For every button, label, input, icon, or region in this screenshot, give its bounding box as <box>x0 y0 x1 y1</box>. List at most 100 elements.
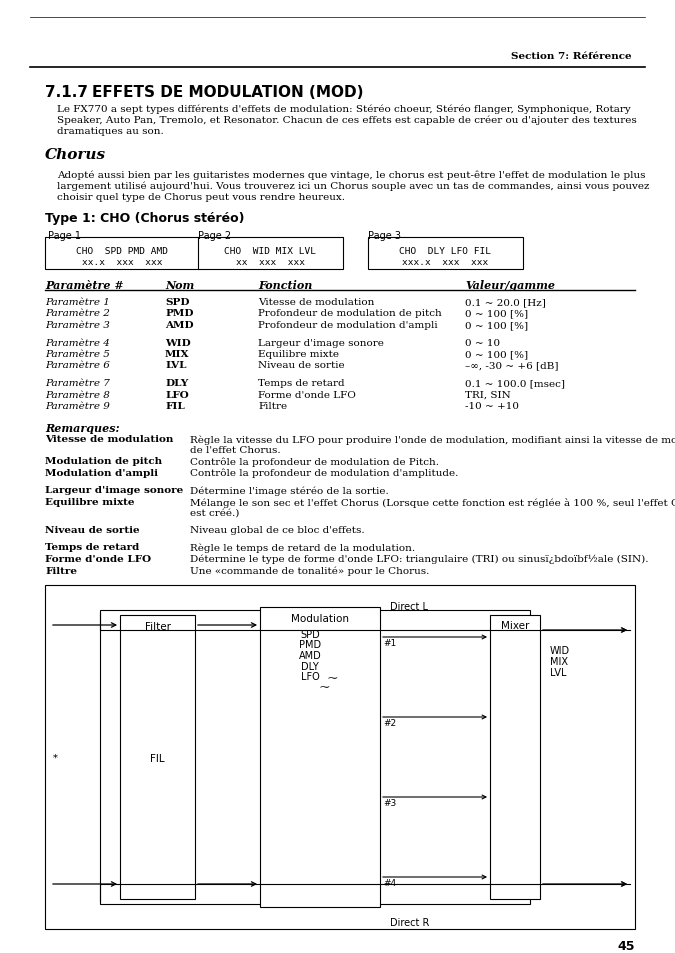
Text: Vitesse de modulation: Vitesse de modulation <box>258 297 375 307</box>
Text: #4: #4 <box>383 878 396 887</box>
Text: Paramètre 4: Paramètre 4 <box>45 338 110 347</box>
Text: Niveau global de ce bloc d'effets.: Niveau global de ce bloc d'effets. <box>190 525 364 535</box>
Text: CHO  DLY LFO FIL: CHO DLY LFO FIL <box>399 247 491 255</box>
Text: Direct R: Direct R <box>390 917 429 927</box>
Text: Page 3: Page 3 <box>368 231 401 241</box>
Text: Détermine l'image stéréo de la sortie.: Détermine l'image stéréo de la sortie. <box>190 486 389 496</box>
Text: Contrôle la profondeur de modulation d'amplitude.: Contrôle la profondeur de modulation d'a… <box>190 469 458 478</box>
Bar <box>260 607 380 907</box>
Text: 0 ~ 10: 0 ~ 10 <box>465 338 500 347</box>
Text: Temps de retard: Temps de retard <box>45 543 139 552</box>
Text: LFO: LFO <box>300 671 319 681</box>
Text: Type 1: CHO (Chorus stéréo): Type 1: CHO (Chorus stéréo) <box>45 212 244 225</box>
Text: Niveau de sortie: Niveau de sortie <box>258 361 345 370</box>
Text: MIX: MIX <box>165 350 190 358</box>
Text: Direct L: Direct L <box>390 601 428 612</box>
Text: choisir quel type de Chorus peut vous rendre heureux.: choisir quel type de Chorus peut vous re… <box>57 193 345 202</box>
Text: Règle la vitesse du LFO pour produire l'onde de modulation, modifiant ainsi la v: Règle la vitesse du LFO pour produire l'… <box>190 435 675 444</box>
Bar <box>490 616 540 899</box>
Text: AMD: AMD <box>298 650 321 660</box>
Text: Remarques:: Remarques: <box>45 423 119 434</box>
Text: est créé.): est créé.) <box>190 508 240 517</box>
Text: Adopté aussi bien par les guitaristes modernes que vintage, le chorus est peut-ê: Adopté aussi bien par les guitaristes mo… <box>57 170 645 179</box>
Text: de l'effet Chorus.: de l'effet Chorus. <box>190 446 281 455</box>
Text: FIL: FIL <box>150 753 165 763</box>
Text: LVL: LVL <box>165 361 186 370</box>
Text: largement utilisé aujourd'hui. Vous trouverez ici un Chorus souple avec un tas d: largement utilisé aujourd'hui. Vous trou… <box>57 181 649 191</box>
Text: FIL: FIL <box>165 401 185 411</box>
Bar <box>45 585 635 929</box>
Text: Niveau de sortie: Niveau de sortie <box>45 525 140 535</box>
Text: Filtre: Filtre <box>45 566 77 575</box>
Text: EFFETS DE MODULATION (MOD): EFFETS DE MODULATION (MOD) <box>92 85 364 100</box>
Text: Page 2: Page 2 <box>198 231 231 241</box>
Text: Paramètre 1: Paramètre 1 <box>45 297 110 307</box>
Text: Le FX770 a sept types différents d'effets de modulation: Stéréo choeur, Stéréo f: Le FX770 a sept types différents d'effet… <box>57 104 630 113</box>
Text: Page 1: Page 1 <box>48 231 81 241</box>
Text: PMD: PMD <box>299 639 321 650</box>
Text: DLY: DLY <box>301 660 319 671</box>
Text: Chorus: Chorus <box>45 148 106 162</box>
Text: 0.1 ~ 20.0 [Hz]: 0.1 ~ 20.0 [Hz] <box>465 297 546 307</box>
Text: xx  xxx  xxx: xx xxx xxx <box>236 257 304 267</box>
Text: Fonction: Fonction <box>258 280 313 291</box>
Bar <box>45 237 200 270</box>
Text: –∞, -30 ~ +6 [dB]: –∞, -30 ~ +6 [dB] <box>465 361 558 370</box>
Text: ~: ~ <box>318 680 330 695</box>
Text: Filter: Filter <box>144 621 171 631</box>
Text: 0 ~ 100 [%]: 0 ~ 100 [%] <box>465 350 528 358</box>
Text: xxx.x  xxx  xxx: xxx.x xxx xxx <box>402 257 488 267</box>
Text: SPD: SPD <box>300 629 320 639</box>
Text: xx.x  xxx  xxx: xx.x xxx xxx <box>82 257 162 267</box>
Text: Profondeur de modulation d'ampli: Profondeur de modulation d'ampli <box>258 320 437 330</box>
Text: 0 ~ 100 [%]: 0 ~ 100 [%] <box>465 309 528 318</box>
Text: Largeur d'image sonore: Largeur d'image sonore <box>258 338 384 347</box>
Text: SPD: SPD <box>165 297 190 307</box>
Text: Nom: Nom <box>165 280 194 291</box>
Text: Détermine le type de forme d'onde LFO: triangulaire (TRI) ou sinusï¿bdoïbf½ale (: Détermine le type de forme d'onde LFO: t… <box>190 555 649 564</box>
Text: Paramètre #: Paramètre # <box>45 280 124 291</box>
Text: MIX: MIX <box>550 657 568 666</box>
Bar <box>198 237 343 270</box>
Text: Profondeur de modulation de pitch: Profondeur de modulation de pitch <box>258 309 441 318</box>
Text: Section 7: Référence: Section 7: Référence <box>512 52 632 61</box>
Text: #2: #2 <box>383 719 396 727</box>
Text: Forme d'onde LFO: Forme d'onde LFO <box>258 390 356 399</box>
Text: Paramètre 5: Paramètre 5 <box>45 350 110 358</box>
Text: LFO: LFO <box>165 390 189 399</box>
Text: #3: #3 <box>383 799 396 807</box>
Text: ~: ~ <box>326 671 338 685</box>
Text: Speaker, Auto Pan, Tremolo, et Resonator. Chacun de ces effets est capable de cr: Speaker, Auto Pan, Tremolo, et Resonator… <box>57 115 637 125</box>
Text: 7.1.7: 7.1.7 <box>45 85 88 100</box>
Text: LVL: LVL <box>550 667 566 678</box>
Text: 45: 45 <box>618 939 635 952</box>
Text: Paramètre 7: Paramètre 7 <box>45 378 110 388</box>
Bar <box>100 610 530 904</box>
Text: -10 ~ +10: -10 ~ +10 <box>465 401 519 411</box>
Text: Vitesse de modulation: Vitesse de modulation <box>45 435 173 444</box>
Text: Une «commande de tonalité» pour le Chorus.: Une «commande de tonalité» pour le Choru… <box>190 566 429 576</box>
Text: Equilibre mixte: Equilibre mixte <box>258 350 339 358</box>
Text: Filtre: Filtre <box>258 401 287 411</box>
Text: CHO  WID MIX LVL: CHO WID MIX LVL <box>224 247 316 255</box>
Text: Valeur/gamme: Valeur/gamme <box>465 280 555 291</box>
Text: *: * <box>53 753 58 762</box>
Text: Modulation d'ampli: Modulation d'ampli <box>45 469 158 477</box>
Text: #1: #1 <box>383 639 396 647</box>
Text: PMD: PMD <box>165 309 194 318</box>
Text: 0.1 ~ 100.0 [msec]: 0.1 ~ 100.0 [msec] <box>465 378 565 388</box>
Text: dramatiques au son.: dramatiques au son. <box>57 127 164 136</box>
Text: WID: WID <box>165 338 191 347</box>
Text: Paramètre 6: Paramètre 6 <box>45 361 110 370</box>
Text: Mélange le son sec et l'effet Chorus (Lorsque cette fonction est réglée à 100 %,: Mélange le son sec et l'effet Chorus (Lo… <box>190 497 675 507</box>
Text: Mixer: Mixer <box>501 620 529 630</box>
Text: Modulation: Modulation <box>291 614 349 623</box>
Text: Paramètre 3: Paramètre 3 <box>45 320 110 330</box>
Text: DLY: DLY <box>165 378 188 388</box>
Text: Paramètre 2: Paramètre 2 <box>45 309 110 318</box>
Text: Largeur d'image sonore: Largeur d'image sonore <box>45 486 183 495</box>
Text: TRI, SIN: TRI, SIN <box>465 390 511 399</box>
Text: Paramètre 9: Paramètre 9 <box>45 401 110 411</box>
Text: Contrôle la profondeur de modulation de Pitch.: Contrôle la profondeur de modulation de … <box>190 457 439 467</box>
Text: CHO  SPD PMD AMD: CHO SPD PMD AMD <box>76 247 168 255</box>
